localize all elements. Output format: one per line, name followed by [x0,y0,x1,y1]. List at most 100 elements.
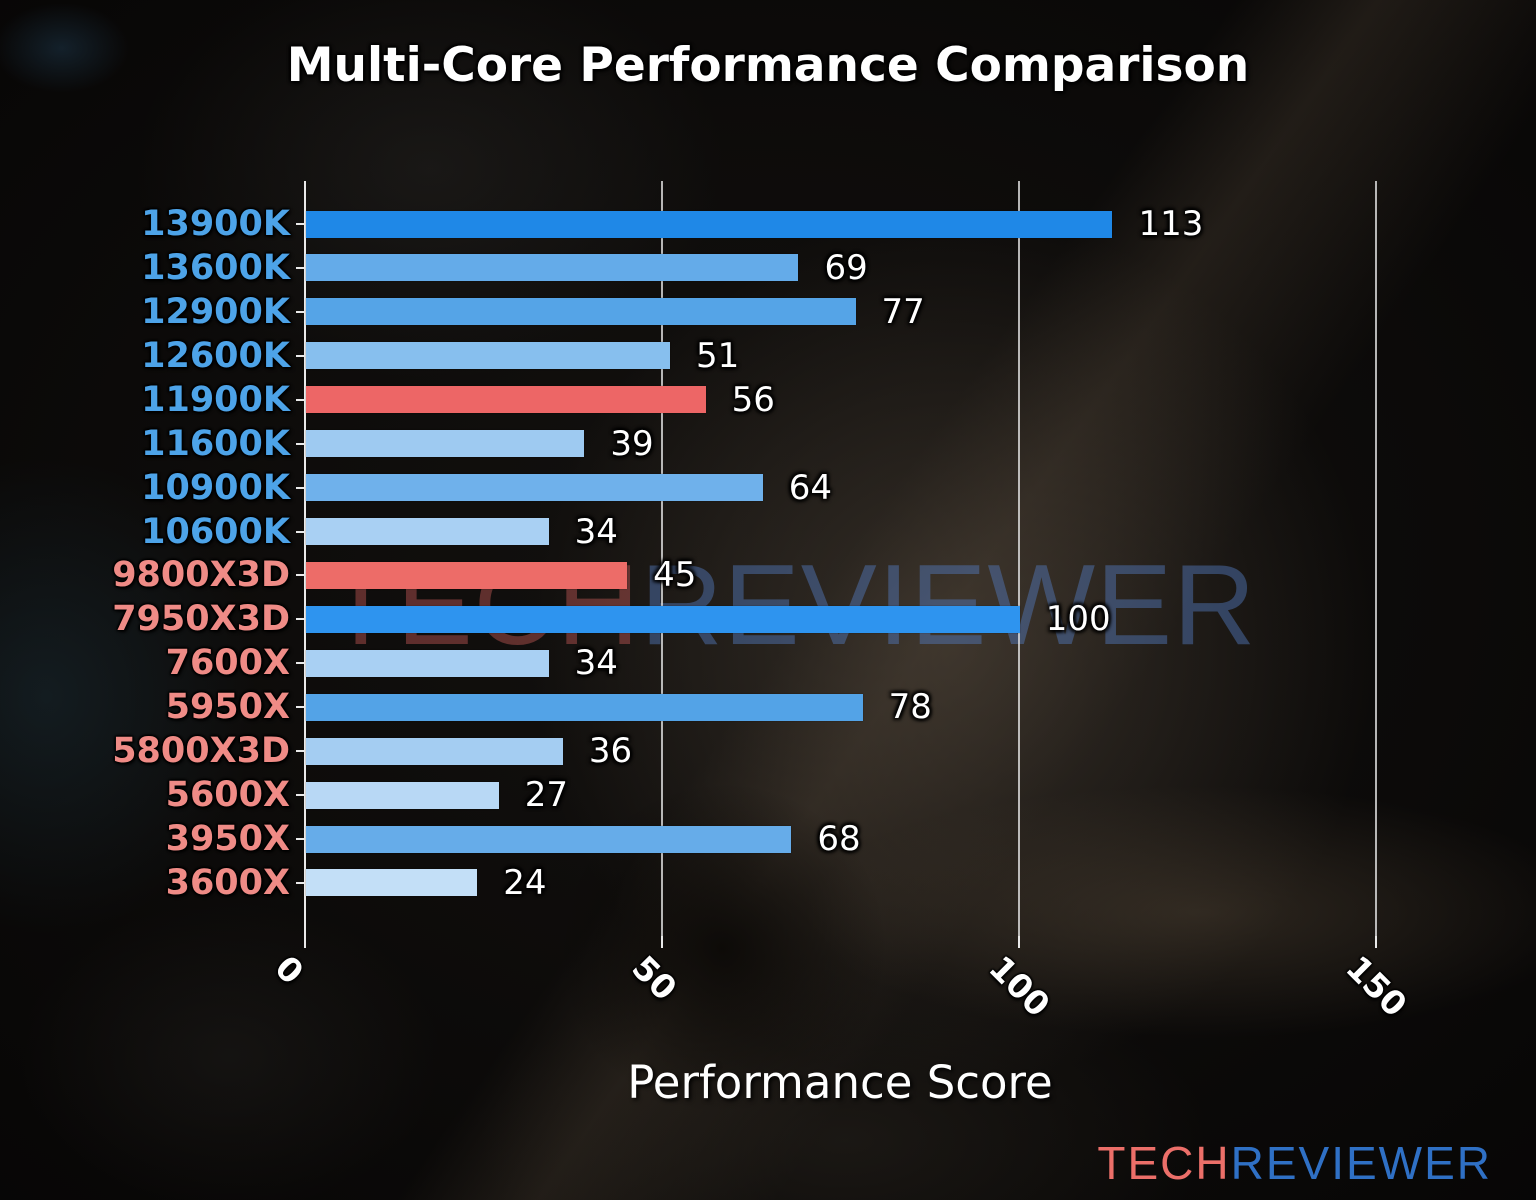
y-tick-mark [296,574,305,577]
y-tick-mark [296,354,305,357]
y-tick-mark [296,310,305,313]
category-label: 10900K [141,467,290,508]
category-label: 3600X [165,862,290,903]
y-tick-mark [296,838,305,841]
x-tick-label: 150 [1337,948,1415,1025]
x-tick-mark [660,936,663,948]
category-label: 7600X [165,643,290,684]
bar-row-7600X: 7600X 34 [0,641,1536,685]
value-label: 36 [588,731,633,772]
y-tick-mark [296,530,305,533]
y-tick-mark [296,223,305,225]
value-label: 100 [1045,599,1111,640]
bar-row-12900K: 12900K 77 [0,290,1536,334]
bar-row-10600K: 10600K 34 [0,510,1536,554]
bar [306,518,549,545]
bar [306,474,763,502]
bar [306,693,863,721]
value-label: 77 [881,291,925,332]
x-tick-label: 100 [981,948,1058,1025]
bar [306,781,499,809]
y-tick-mark [296,618,305,621]
value-label: 24 [503,862,547,903]
category-label: 13600K [141,247,290,288]
bar-row-5600X: 5600X 27 [0,773,1536,817]
category-label: 5800X3D [112,731,290,772]
category-label: 12600K [141,335,290,376]
category-label: 3950X [165,819,290,860]
y-tick-mark [296,881,305,884]
y-tick-mark [296,706,305,709]
x-axis-label: Performance Score [627,1056,1053,1109]
value-label: 68 [817,819,861,860]
category-label: 10600K [141,511,290,552]
bar [306,825,792,853]
bar-row-11600K: 11600K 39 [0,422,1536,466]
brand-logo: TECHREVIEWER [1097,1136,1492,1190]
value-label: 27 [524,775,568,816]
bar-row-9800X3D: 9800X3D 45 [0,553,1536,597]
x-tick-mark [1017,936,1020,948]
value-label: 34 [574,643,618,684]
y-axis-spine [304,181,306,936]
gridline-150 [1374,181,1377,936]
gridline-100 [1017,181,1020,936]
bar [306,605,1020,633]
y-tick-mark [296,662,305,665]
value-label: 45 [653,555,697,596]
category-label: 5600X [165,775,290,816]
x-tick-label: 50 [624,948,685,1009]
bar-row-13600K: 13600K 69 [0,246,1536,290]
category-label: 11600K [141,423,290,464]
bar-row-5950X: 5950X 78 [0,685,1536,729]
value-label: 34 [574,511,618,552]
bar-row-5800X3D: 5800X3D 36 [0,729,1536,773]
y-tick-mark [296,398,305,401]
value-label: 56 [731,379,775,420]
category-label: 13900K [141,204,290,244]
category-label: 9800X3D [112,555,290,596]
bar [306,386,706,414]
y-tick-mark [296,750,305,753]
bar-row-3950X: 3950X 68 [0,817,1536,861]
value-label: 51 [695,335,740,376]
bar-row-13900K: 13900K 113 [0,202,1536,246]
gridline-50 [660,181,663,936]
watermark-reviewer: REVIEWER [640,542,1256,669]
logo-tech: TECH [1097,1137,1231,1189]
y-tick-mark [296,486,305,489]
value-label: 113 [1138,204,1204,244]
bar-row-11900K: 11900K 56 [0,378,1536,422]
bar-row-3600X: 3600X 24 [0,861,1536,905]
y-tick-mark [296,266,305,269]
bar [306,561,628,589]
x-tick-mark [304,936,306,948]
value-label: 39 [610,423,654,464]
bar-row-12600K: 12600K 51 [0,334,1536,378]
bar [306,210,1113,238]
chart-title: Multi-Core Performance Comparison [286,38,1250,93]
logo-reviewer: REVIEWER [1230,1137,1492,1189]
category-label: 7950X3D [112,599,290,640]
bar-row-10900K: 10900K 64 [0,466,1536,510]
bar [306,869,478,897]
y-tick-mark [296,442,305,445]
bar [306,430,585,458]
value-label: 69 [824,247,868,288]
bar [306,342,670,370]
bar [306,298,856,326]
bar [306,254,799,282]
category-label: 5950X [165,687,290,728]
x-tick-label: 0 [267,948,312,992]
value-label: 64 [788,467,833,508]
category-label: 12900K [141,291,290,332]
value-label: 78 [888,687,932,728]
y-tick-mark [296,794,305,797]
category-label: 11900K [141,379,290,420]
x-tick-mark [1374,936,1377,948]
bar [306,737,563,765]
bar-row-7950X3D: 7950X3D 100 [0,597,1536,641]
